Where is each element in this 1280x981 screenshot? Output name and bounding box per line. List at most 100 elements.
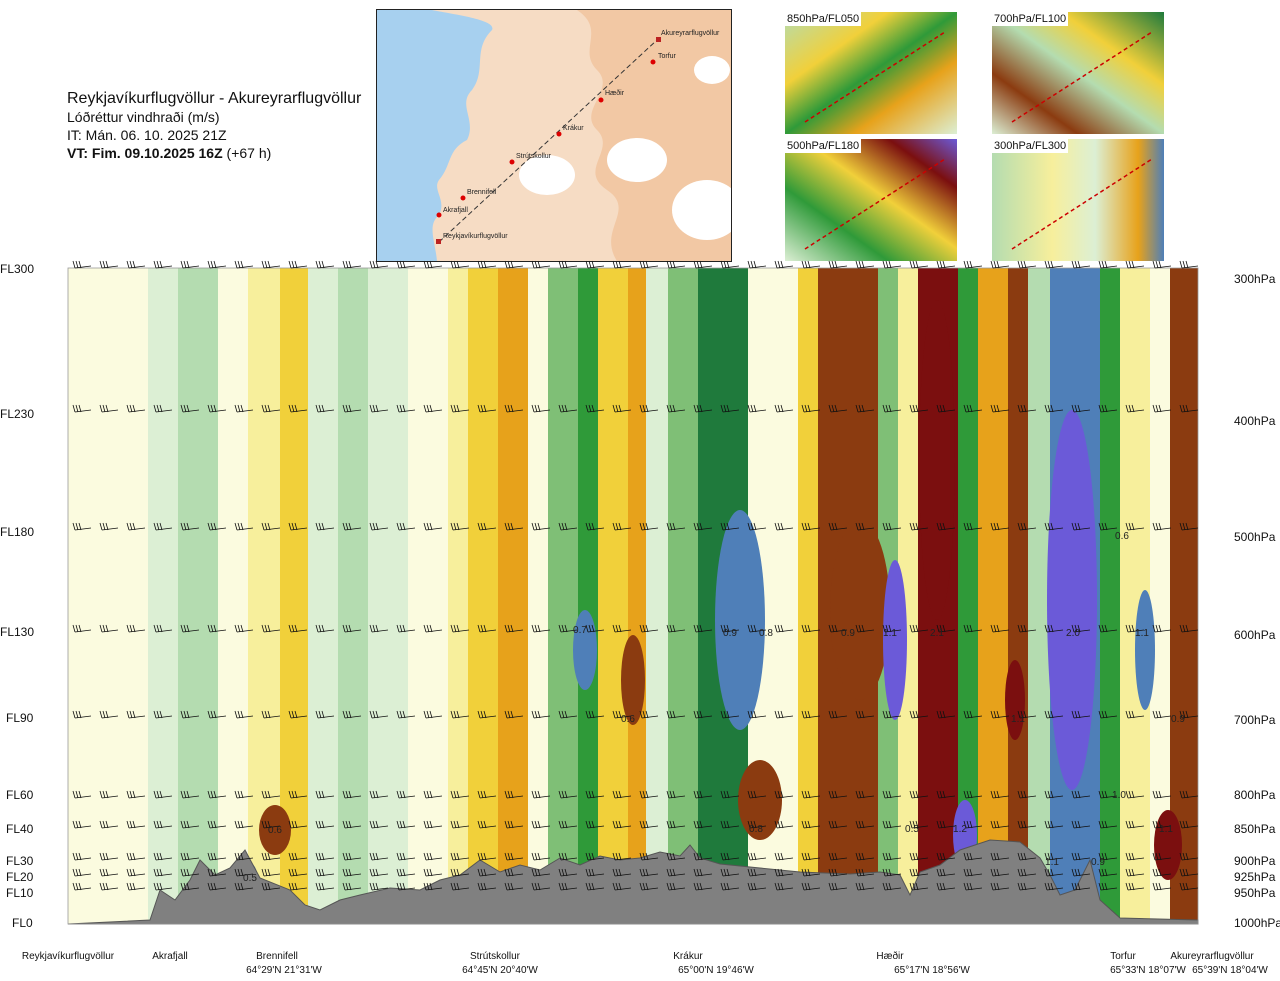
- wind-barb: [990, 404, 1010, 413]
- waypoint-name: Krákur: [673, 951, 703, 962]
- wind-barb: [639, 852, 659, 861]
- wind-barb: [774, 882, 794, 891]
- contour-value-label: 1.0: [1112, 790, 1126, 801]
- wind-barb: [558, 710, 578, 719]
- hpa-label: 1000hPa: [1234, 916, 1280, 930]
- wind-barb: [774, 404, 794, 413]
- heatmap-cell: [1005, 660, 1025, 740]
- fl-label: FL20: [6, 870, 34, 884]
- heatmap-cell: [621, 635, 645, 725]
- wind-barb: [126, 882, 146, 891]
- heatmap-cell: [259, 805, 291, 855]
- wind-barb: [450, 522, 470, 531]
- wind-barb: [99, 820, 119, 829]
- thumb-700hpa[interactable]: 700hPa/FL100: [992, 12, 1164, 134]
- wind-barb: [1071, 710, 1091, 719]
- wind-barb: [1044, 852, 1064, 861]
- wind-barb: [936, 404, 956, 413]
- wind-barb: [828, 882, 848, 891]
- wind-barb: [558, 260, 578, 269]
- wind-barb: [180, 882, 200, 891]
- variable-label: Lóðréttur vindhraði (m/s): [67, 109, 220, 125]
- wind-barb: [666, 790, 686, 799]
- wind-barb: [693, 790, 713, 799]
- heatmap-band: [468, 268, 498, 924]
- wind-barb: [72, 852, 92, 861]
- wind-barb: [531, 522, 551, 531]
- wind-barb: [828, 522, 848, 531]
- heatmap-cell: [1154, 810, 1182, 880]
- wind-barb: [99, 710, 119, 719]
- wind-barb: [693, 882, 713, 891]
- waypoint-coord: 64°45'N 20°40'W: [462, 965, 538, 976]
- wind-barb: [1179, 882, 1199, 891]
- wind-barb: [963, 624, 983, 633]
- heatmap-band: [578, 268, 598, 924]
- wind-barb: [747, 522, 767, 531]
- wind-barb: [639, 882, 659, 891]
- wind-barb: [153, 260, 173, 269]
- wind-barb: [936, 624, 956, 633]
- thumb-850hpa[interactable]: 850hPa/FL050: [785, 12, 957, 134]
- wind-barb: [720, 624, 740, 633]
- wind-barb: [342, 404, 362, 413]
- heatmap-band: [1100, 268, 1120, 924]
- wind-barb: [99, 404, 119, 413]
- wind-barb: [1044, 260, 1064, 269]
- wind-barb: [585, 624, 605, 633]
- wind-barb: [963, 522, 983, 531]
- wind-barb: [585, 522, 605, 531]
- waypoint-name: Brennifell: [256, 951, 298, 962]
- wind-barb: [1017, 404, 1037, 413]
- wind-barb: [315, 868, 335, 877]
- wind-barb: [612, 852, 632, 861]
- route-title: Reykjavíkurflugvöllur - Akureyrarflugvöl…: [67, 90, 362, 107]
- wind-barb: [936, 710, 956, 719]
- wind-barb: [99, 882, 119, 891]
- wind-barb: [963, 710, 983, 719]
- wind-barb: [1179, 522, 1199, 531]
- wind-barb: [342, 820, 362, 829]
- wind-barb: [585, 868, 605, 877]
- thumb-500hpa[interactable]: 500hPa/FL180: [785, 139, 957, 261]
- hpa-label: 850hPa: [1234, 822, 1276, 836]
- wind-barb: [585, 790, 605, 799]
- wind-barb: [639, 710, 659, 719]
- wind-barb: [774, 710, 794, 719]
- wind-barb: [801, 882, 821, 891]
- wind-barb: [612, 404, 632, 413]
- wind-barb: [990, 852, 1010, 861]
- wind-barb: [1017, 820, 1037, 829]
- wind-barb: [585, 882, 605, 891]
- heatmap-cell: [1047, 410, 1097, 790]
- wind-barb: [990, 260, 1010, 269]
- wind-barb: [1017, 624, 1037, 633]
- heatmap-band: [368, 268, 408, 924]
- map-label-brennifell: Brennifell: [467, 189, 497, 196]
- wind-barb: [342, 790, 362, 799]
- wind-barb: [1125, 790, 1145, 799]
- wind-barb: [1044, 882, 1064, 891]
- wind-barb: [747, 260, 767, 269]
- wind-barb: [1152, 522, 1172, 531]
- wind-barb: [234, 868, 254, 877]
- wind-barb: [1125, 260, 1145, 269]
- contour-value-label: 1.1: [1135, 628, 1149, 639]
- wind-barb: [207, 852, 227, 861]
- wind-barb: [1071, 260, 1091, 269]
- wind-barb: [1179, 710, 1199, 719]
- wind-barb: [612, 882, 632, 891]
- wind-barb: [693, 260, 713, 269]
- wind-barb: [1017, 882, 1037, 891]
- wind-barb: [855, 260, 875, 269]
- wind-barb: [990, 790, 1010, 799]
- wind-barb: [558, 624, 578, 633]
- contour-value-label: 1.1: [1159, 824, 1173, 835]
- heatmap-cell: [715, 510, 765, 730]
- wind-barb: [1044, 820, 1064, 829]
- wind-barb: [180, 522, 200, 531]
- wind-barb: [504, 852, 524, 861]
- waypoint-name: Reykjavíkurflugvöllur: [22, 951, 115, 962]
- wind-barb: [369, 790, 389, 799]
- thumb-300hpa[interactable]: 300hPa/FL300: [992, 139, 1164, 261]
